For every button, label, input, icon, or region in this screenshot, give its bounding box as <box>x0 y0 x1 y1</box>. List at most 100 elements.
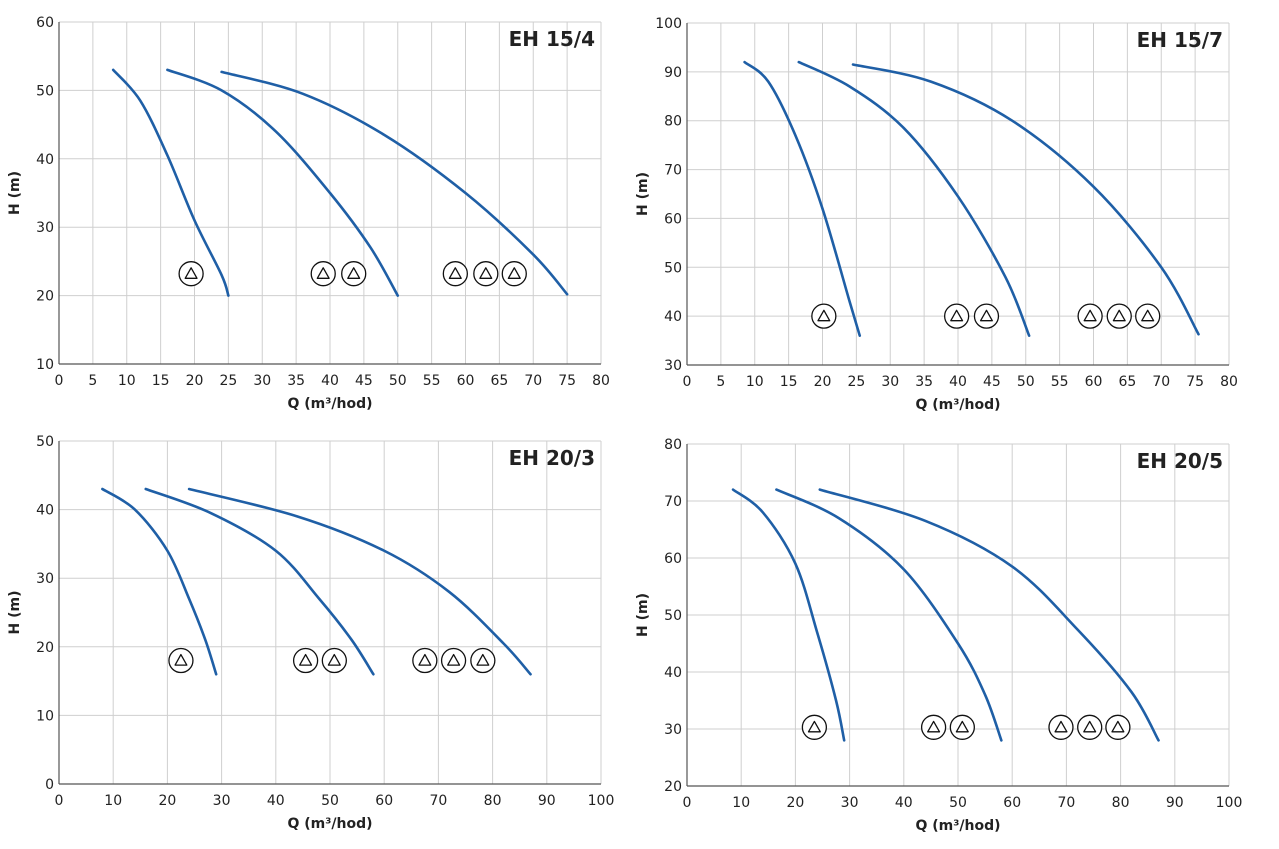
pump-icon-triangle <box>927 720 941 733</box>
y-tick-label: 50 <box>664 260 682 276</box>
pump-marker-group-3 <box>1077 303 1161 329</box>
x-tick-label: 10 <box>732 795 750 811</box>
x-tick-label: 10 <box>104 793 122 809</box>
y-tick-label: 80 <box>664 437 682 453</box>
pump-marker-group-3 <box>442 261 527 287</box>
y-tick-label: 90 <box>664 65 682 81</box>
series-line-3-pump <box>187 487 532 676</box>
x-tick-label: 70 <box>1057 795 1075 811</box>
x-tick-label: 0 <box>683 795 692 811</box>
pump-icon <box>341 261 367 287</box>
x-tick-label: 25 <box>219 373 237 389</box>
x-tick-label: 45 <box>983 374 1001 390</box>
x-tick-label: 55 <box>1051 374 1069 390</box>
pump-marker-group-2 <box>920 714 975 740</box>
series-line-3-pump <box>851 63 1200 336</box>
x-tick-label: 60 <box>375 793 393 809</box>
pump-icon-triangle <box>327 653 341 666</box>
x-tick-label: 20 <box>786 795 804 811</box>
y-tick-label: 30 <box>36 571 54 587</box>
series-line-2-pump <box>166 68 400 297</box>
y-tick-label: 40 <box>664 665 682 681</box>
y-tick-label: 40 <box>36 152 54 168</box>
pump-marker-group-2 <box>310 261 367 287</box>
pump-icon-triangle <box>299 653 313 666</box>
pump-icon-triangle <box>418 653 432 666</box>
pump-icon-triangle <box>448 267 462 279</box>
pump-icon <box>920 714 947 740</box>
x-tick-label: 75 <box>558 373 576 389</box>
y-tick-label: 0 <box>45 777 54 793</box>
x-tick-label: 30 <box>881 374 899 390</box>
x-axis-label: Q (m³/hod) <box>287 816 372 832</box>
x-tick-label: 100 <box>588 793 615 809</box>
series-line-1-pump <box>743 60 862 337</box>
x-tick-label: 100 <box>1216 795 1243 811</box>
pump-icon <box>1106 303 1132 329</box>
y-axis-label: H (m) <box>635 593 651 637</box>
chart-1: 0 5 10 15 20 25 30 35 40 45 50 55 60 65 70 75 80 10 20 30 40… <box>7 15 610 412</box>
x-tick-label: 70 <box>1152 374 1170 390</box>
x-tick-label: 40 <box>949 374 967 390</box>
pump-icon <box>178 261 204 287</box>
pump-icon-triangle <box>817 309 831 322</box>
x-tick-label: 0 <box>55 793 64 809</box>
pump-marker-group-1 <box>178 261 204 287</box>
x-tick-label: 80 <box>484 793 502 809</box>
y-axis-label: H (m) <box>7 171 23 215</box>
pump-marker-group-2 <box>943 303 1000 329</box>
chart-3: 0 10 20 30 40 50 60 70 80 90 100 0 10 20 30 40 50 Q (m³/h… <box>7 434 614 832</box>
chart-title: EH 20/3 <box>509 446 595 470</box>
x-tick-label: 20 <box>186 373 204 389</box>
pump-icon-triangle <box>479 267 493 279</box>
pump-icon <box>1077 303 1103 329</box>
pump-icon-triangle <box>1112 309 1126 322</box>
y-tick-label: 70 <box>664 163 682 179</box>
pump-icon <box>440 647 467 674</box>
y-tick-label: 30 <box>664 358 682 374</box>
pump-icon <box>310 261 336 287</box>
x-tick-label: 40 <box>267 793 285 809</box>
x-tick-label: 65 <box>1118 374 1136 390</box>
x-axis-label: Q (m³/hod) <box>915 397 1000 413</box>
x-tick-label: 50 <box>1017 374 1035 390</box>
pump-icon <box>501 261 527 287</box>
pump-icon <box>1105 714 1131 740</box>
pump-icon-triangle <box>476 653 490 666</box>
pump-icon <box>973 303 1000 329</box>
pump-icon-triangle <box>184 267 198 279</box>
x-tick-label: 30 <box>213 793 231 809</box>
pump-icon <box>949 714 975 740</box>
x-tick-label: 10 <box>746 374 764 390</box>
series-line-3-pump <box>220 70 569 296</box>
pump-icon-triangle <box>316 267 330 279</box>
x-tick-label: 80 <box>592 373 610 389</box>
grid <box>59 21 602 364</box>
x-tick-label: 35 <box>287 373 305 389</box>
x-tick-label: 50 <box>389 373 407 389</box>
pump-icon <box>321 647 347 674</box>
y-tick-label: 50 <box>36 83 54 99</box>
x-tick-label: 55 <box>423 373 441 389</box>
y-tick-label: 50 <box>36 434 54 450</box>
pump-icon-triangle <box>950 309 964 322</box>
x-tick-label: 60 <box>1003 795 1021 811</box>
x-tick-label: 75 <box>1186 374 1204 390</box>
pump-icon <box>442 261 468 287</box>
series-line-2-pump <box>797 60 1031 337</box>
pump-icon-triangle <box>1054 720 1068 733</box>
pump-icon-triangle <box>807 720 821 733</box>
x-tick-label: 35 <box>915 374 933 390</box>
series-line-2-pump <box>144 487 375 676</box>
pump-icon-triangle <box>979 309 993 322</box>
pump-icon <box>292 647 319 674</box>
x-tick-label: 65 <box>490 373 508 389</box>
y-tick-label: 30 <box>36 220 54 236</box>
chart-4: 0 10 20 30 40 50 60 70 80 90 100 20 30 40 50 60 70 80 Q (m… <box>635 437 1242 834</box>
x-axis-label: Q (m³/hod) <box>915 818 1000 834</box>
x-tick-label: 10 <box>118 373 136 389</box>
chart-title: EH 15/7 <box>1137 28 1223 52</box>
y-tick-label: 60 <box>36 15 54 31</box>
x-tick-label: 0 <box>683 374 692 390</box>
grid <box>687 443 1230 786</box>
